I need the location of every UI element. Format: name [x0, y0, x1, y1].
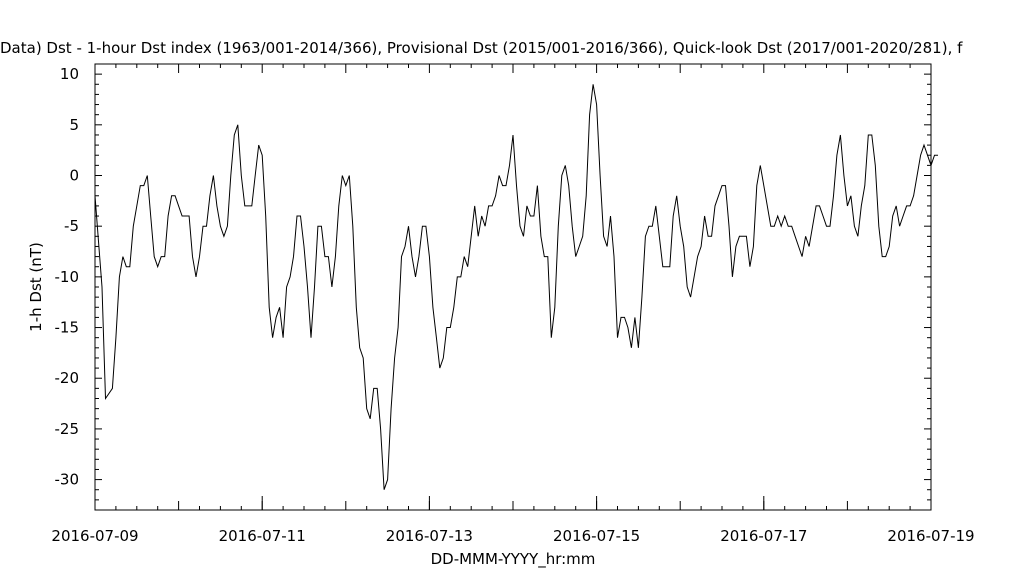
- y-axis-label: 1-h Dst (nT): [27, 242, 45, 332]
- y-tick-label: 0: [69, 167, 79, 185]
- y-tick-label: -25: [55, 420, 80, 438]
- x-tick-label: 2016-07-17: [720, 527, 807, 545]
- chart-title: Data) Dst - 1-hour Dst index (1963/001-2…: [0, 39, 963, 57]
- y-tick-label: -15: [55, 319, 80, 337]
- y-tick-label: -20: [55, 369, 80, 387]
- plot-frame: [94, 63, 932, 511]
- x-axis-label: DD-MMM-YYYY_hr:mm: [431, 550, 596, 569]
- x-tick-label: 2016-07-13: [386, 527, 473, 545]
- x-tick-label: 2016-07-11: [219, 527, 306, 545]
- dst-series-line: [94, 84, 938, 490]
- x-tick-label: 2016-07-15: [553, 527, 640, 545]
- y-tick-label: -30: [55, 471, 80, 489]
- x-tick-label: 2016-07-09: [51, 527, 138, 545]
- x-axis: 2016-07-09 2016-07-11 2016-07-13 2016-07-15…: [51, 64, 975, 545]
- y-tick-label: -10: [55, 268, 80, 286]
- y-tick-label: 10: [60, 65, 79, 83]
- y-axis: 10 5 0 -5 -10 -15 -20 -25 -30: [55, 63, 931, 511]
- y-tick-label: -5: [64, 217, 79, 235]
- y-tick-label: 5: [69, 116, 79, 134]
- x-tick-label: 2016-07-19: [887, 527, 974, 545]
